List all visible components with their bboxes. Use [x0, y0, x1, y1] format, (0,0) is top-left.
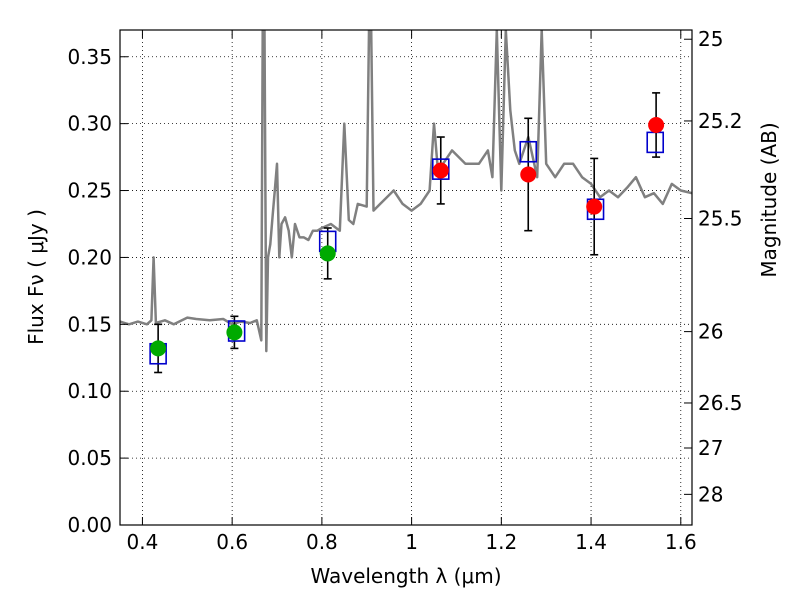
- photometry-point: [319, 245, 336, 262]
- observed-photometry-points: [150, 116, 665, 357]
- plot-frame: [119, 29, 693, 526]
- y-tick-label: 0.30: [67, 112, 112, 136]
- right-tick-label: 26: [698, 320, 723, 344]
- photometry-point: [586, 198, 603, 215]
- y-tick-label: 0.15: [67, 312, 112, 336]
- photometry-point: [520, 166, 537, 183]
- photometry-point: [648, 116, 665, 133]
- right-tick-label: 25: [698, 27, 723, 51]
- right-tick-label: 28: [698, 482, 723, 506]
- x-tick-label: 0.6: [216, 530, 248, 554]
- right-tick-label: 25.2: [698, 109, 743, 133]
- right-tick-label: 25.5: [698, 207, 743, 231]
- spectrum-series: [120, 30, 692, 353]
- y-tick-label: 0.00: [67, 513, 112, 537]
- photometry-point: [432, 162, 449, 179]
- axis-ticks: 0.4 0.6 0.8 1 1.2 1.4 1.6 0.00 0.05 0.10 0.15 0.20 0…: [67, 27, 742, 554]
- model-square-marker: [519, 140, 538, 163]
- x-axis-label: Wavelength λ (μm): [310, 564, 501, 588]
- right-tick-label: 26.5: [698, 391, 743, 415]
- x-tick-label: 1.2: [485, 530, 517, 554]
- y-tick-label: 0.25: [67, 179, 112, 203]
- y-axis-label: Flux Fν ( μJy ): [24, 209, 48, 345]
- y-tick-label: 0.10: [67, 379, 112, 403]
- model-square-marker: [431, 158, 450, 180]
- model-photometry-squares: [149, 131, 665, 365]
- right-axis-label: Magnitude (AB): [757, 122, 781, 277]
- x-tick-label: 1.4: [575, 530, 607, 554]
- x-tick-label: 1: [405, 530, 418, 554]
- model-square-marker: [646, 131, 665, 154]
- x-tick-label: 1.6: [665, 530, 697, 554]
- y-tick-label: 0.20: [67, 245, 112, 269]
- right-tick-label: 27: [698, 436, 723, 460]
- plot-border: [119, 29, 693, 526]
- grid-lines: [120, 30, 692, 526]
- photometry-point: [226, 324, 243, 341]
- y-tick-label: 0.35: [67, 45, 112, 69]
- x-tick-label: 0.4: [127, 530, 159, 554]
- x-tick-label: 0.8: [306, 530, 338, 554]
- y-tick-label: 0.05: [67, 446, 112, 470]
- spectrum-line: [120, 30, 692, 353]
- photometry-point: [150, 340, 167, 357]
